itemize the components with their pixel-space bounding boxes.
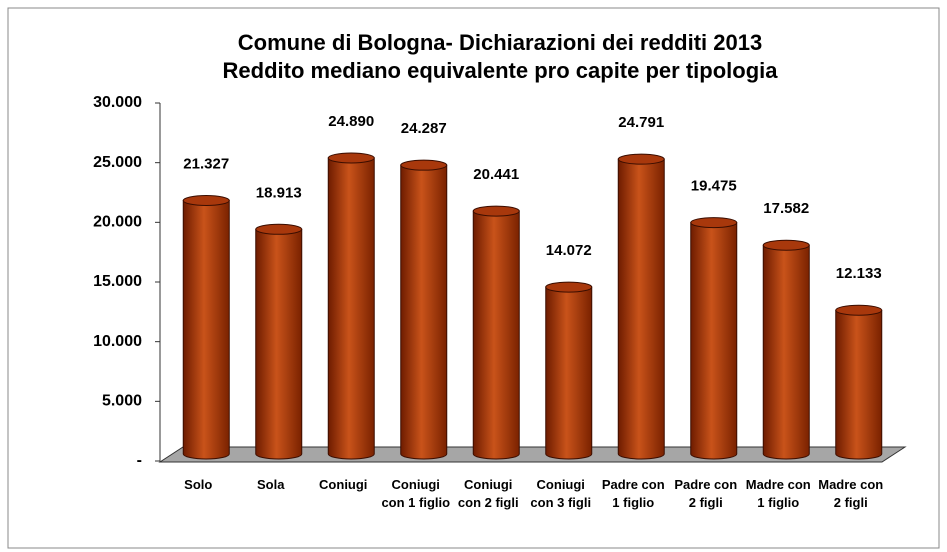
bar — [400, 164, 448, 460]
x-tick-label: Coniugi — [319, 477, 368, 492]
value-label: 20.441 — [473, 166, 519, 183]
bar-top — [400, 159, 448, 171]
x-tick-label: Madre con 1 figlio — [745, 477, 811, 510]
bar-top — [617, 153, 665, 165]
bar — [835, 309, 883, 460]
bar — [617, 158, 665, 460]
bar-top — [690, 217, 738, 229]
bar — [472, 210, 520, 460]
y-tick-label: 20.000 — [93, 214, 142, 231]
bar-top — [327, 152, 375, 164]
y-tick-label: 25.000 — [93, 154, 142, 171]
chart-title: Comune di Bologna- Dichiarazioni dei red… — [238, 30, 762, 55]
bar-top — [835, 304, 883, 316]
bar — [690, 222, 738, 460]
value-label: 24.287 — [401, 120, 447, 137]
y-tick-label: 10.000 — [93, 333, 142, 350]
y-tick-label: 5.000 — [102, 393, 142, 410]
value-label: 21.327 — [183, 155, 229, 172]
bar-top — [255, 223, 303, 235]
bar — [255, 228, 303, 460]
bar — [182, 199, 230, 460]
bar — [545, 286, 593, 460]
value-label: 18.913 — [256, 184, 302, 201]
x-tick-label: Coniugi con 3 figli — [530, 477, 592, 510]
bar-top — [545, 281, 593, 293]
x-tick-label: Madre con 2 figli — [818, 477, 884, 510]
y-tick-label: - — [137, 452, 142, 469]
x-tick-label: Solo — [184, 477, 213, 492]
chart-subtitle: Reddito mediano equivalente pro capite p… — [223, 58, 779, 83]
x-tick-label: Padre con 2 figli — [674, 477, 738, 510]
bar-top — [182, 194, 230, 206]
value-label: 12.133 — [836, 265, 882, 282]
y-tick-label: 15.000 — [93, 273, 142, 290]
x-tick-label: Padre con 1 figlio — [601, 477, 665, 510]
value-label: 24.791 — [618, 114, 664, 131]
value-label: 17.582 — [763, 200, 809, 217]
bar-top — [472, 205, 520, 217]
bar — [327, 157, 375, 460]
y-tick-label: 30.000 — [93, 94, 142, 111]
bar — [762, 244, 810, 460]
x-tick-label: Coniugi con 1 figlio — [381, 477, 451, 510]
x-tick-label: Sola — [257, 477, 285, 492]
value-label: 14.072 — [546, 242, 592, 259]
bar-top — [762, 239, 810, 251]
x-tick-label: Coniugi con 2 figli — [457, 477, 519, 510]
value-label: 24.890 — [328, 113, 374, 130]
value-label: 19.475 — [691, 178, 737, 195]
